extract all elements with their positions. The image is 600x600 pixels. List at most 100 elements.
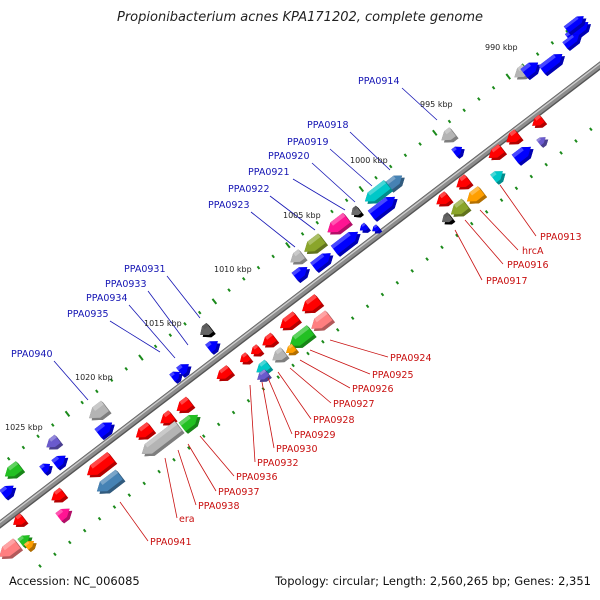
- gene-arrow: [0, 485, 17, 501]
- gene-label-bottom: PPA0938: [198, 501, 240, 512]
- gene-arrow: [327, 212, 353, 235]
- tick-mark-inner: [97, 516, 102, 521]
- gene-arrow: [178, 414, 201, 434]
- tick-mark-outer: [374, 175, 378, 180]
- leader-line: [147, 290, 189, 346]
- tick-mark-inner: [201, 434, 206, 439]
- gene-arrow: [563, 16, 587, 36]
- tick-mark-outer: [462, 108, 466, 113]
- tick-mark-outer: [403, 153, 408, 158]
- gene-arrow: [51, 455, 69, 471]
- tick-mark-inner: [425, 257, 429, 261]
- gene-arrow: [290, 249, 308, 265]
- leader-line: [454, 229, 483, 281]
- leader-line: [250, 211, 296, 248]
- tick-mark-inner: [589, 127, 593, 132]
- gene-label-top: PPA0934: [86, 293, 128, 304]
- tick-mark-inner: [469, 221, 474, 226]
- tick-mark-outer: [432, 129, 438, 136]
- tick-marks: [6, 17, 593, 568]
- position-labels: 990 kbp 995 kbp 1000 kbp 1005 kbp 1010 kbp 10…: [5, 43, 518, 432]
- tick-mark-inner: [559, 150, 563, 155]
- gene-label-bottom: PPA0916: [507, 260, 549, 271]
- kbp-label: 1000 kbp: [350, 156, 388, 165]
- gene-arrow: [176, 364, 192, 378]
- gene-arrow: [94, 422, 115, 440]
- gene-label-bottom: PPA0913: [540, 232, 582, 243]
- leader-line: [249, 384, 256, 463]
- gene-arrow: [96, 469, 126, 494]
- gene-label-bottom: PPA0936: [236, 472, 278, 483]
- gene-arrow: [272, 347, 290, 363]
- leader-line: [349, 131, 391, 171]
- gene-arrow: [511, 146, 534, 166]
- tick-mark-inner: [395, 280, 400, 285]
- gene-arrow: [532, 114, 548, 128]
- tick-mark-outer: [447, 119, 452, 124]
- tick-mark-outer: [36, 434, 40, 439]
- gene-arrow: [200, 323, 216, 338]
- leader-line: [289, 367, 332, 404]
- tick-mark-outer: [491, 85, 496, 90]
- tick-mark-inner: [455, 233, 459, 238]
- tick-mark-outer: [344, 198, 349, 203]
- tick-mark-inner: [276, 375, 280, 380]
- kbp-label: 1005 kbp: [283, 211, 321, 220]
- tick-mark-inner: [529, 174, 534, 179]
- tick-mark-outer: [242, 277, 246, 281]
- leader-line: [499, 184, 537, 237]
- topology-text: Topology: circular; Length: 2,560,265 bp…: [275, 574, 591, 588]
- gene-label-bottom: PPA0928: [313, 415, 355, 426]
- tick-mark-inner: [67, 540, 72, 545]
- tick-mark-outer: [271, 254, 275, 259]
- leader-line: [464, 219, 504, 265]
- leader-line: [267, 377, 293, 435]
- gene-arrow: [169, 371, 183, 384]
- tick-mark-inner: [187, 446, 191, 450]
- gene-arrow: [310, 253, 334, 273]
- tick-mark-inner: [410, 269, 414, 273]
- gene-label-bottom: PPA0941: [150, 537, 192, 548]
- gene-arrow: [205, 341, 221, 355]
- gene-label-top: PPA0935: [67, 309, 109, 320]
- leader-line: [261, 381, 275, 449]
- tick-mark-outer: [168, 333, 173, 337]
- tick-mark-inner: [216, 422, 221, 427]
- gene-label-bottom: PPA0927: [333, 399, 375, 410]
- gene-features: [0, 16, 591, 559]
- label-leader-lines: [53, 87, 537, 542]
- gene-arrow: [4, 461, 26, 479]
- genome-backbone: [0, 61, 600, 529]
- kbp-label: 1015 kbp: [144, 319, 182, 328]
- kbp-label: 1025 kbp: [5, 423, 43, 432]
- kbp-label: 990 kbp: [485, 43, 518, 52]
- tick-mark-outer: [95, 389, 99, 394]
- tick-mark-outer: [153, 344, 158, 349]
- gene-label-bottom: PPA0917: [486, 276, 528, 287]
- tick-mark-inner: [157, 469, 161, 474]
- tick-mark-inner: [306, 351, 310, 356]
- tick-mark-inner: [544, 162, 548, 167]
- leader-line: [311, 162, 356, 203]
- gene-label-top: PPA0919: [287, 137, 329, 148]
- tick-mark-outer: [550, 40, 555, 45]
- gene-label-bottom: PPA0924: [390, 353, 432, 364]
- gene-arrow: [240, 352, 254, 365]
- tick-mark-inner: [53, 552, 57, 557]
- tick-mark-outer: [315, 220, 320, 225]
- gene-label-top: PPA0931: [124, 264, 166, 275]
- tick-mark-inner: [365, 304, 370, 309]
- leader-line: [479, 209, 519, 251]
- tick-mark-outer: [477, 97, 481, 101]
- gene-arrow: [289, 325, 317, 349]
- gene-label-bottom: PPA0929: [294, 430, 336, 441]
- gene-arrow: [330, 231, 361, 257]
- tick-mark-outer: [109, 378, 114, 382]
- gene-arrow: [466, 186, 488, 204]
- gene-arrow: [451, 146, 465, 159]
- gene-arrow: [176, 396, 196, 414]
- tick-mark-inner: [112, 505, 117, 509]
- gene-arrow: [216, 365, 235, 382]
- gene-arrow: [51, 487, 69, 503]
